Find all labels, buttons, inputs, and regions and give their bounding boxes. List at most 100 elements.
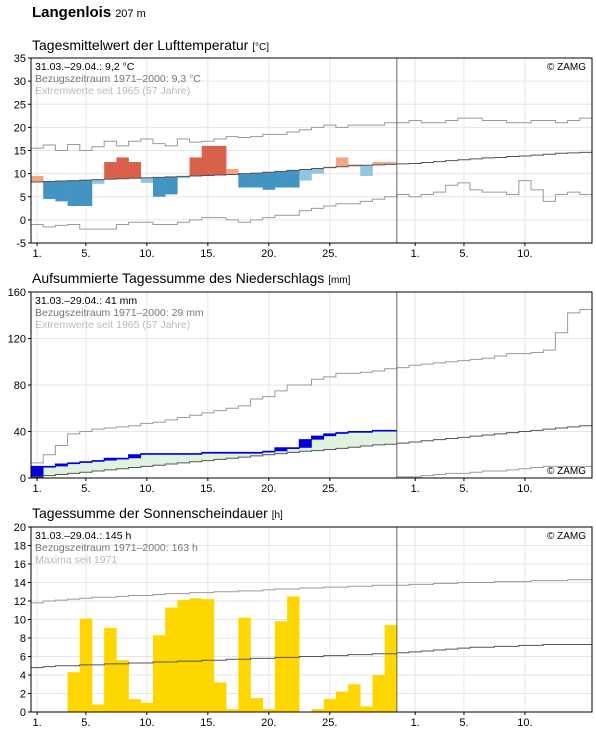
temperature-normal-line bbox=[31, 151, 592, 183]
precipitation-bar bbox=[67, 462, 81, 465]
sunshine-bar bbox=[348, 684, 361, 712]
sunshine-ytick-label: 2 bbox=[20, 689, 26, 701]
precipitation-accumulated-line bbox=[31, 429, 397, 467]
temperature-bar bbox=[287, 170, 300, 188]
precipitation-bar bbox=[335, 432, 349, 434]
precipitation-bar bbox=[55, 464, 68, 467]
precipitation-bar bbox=[262, 451, 276, 453]
precipitation-bar bbox=[140, 453, 154, 455]
sunshine-bar bbox=[67, 672, 81, 712]
precipitation-bar bbox=[201, 452, 215, 454]
precipitation-unit: [mm] bbox=[328, 275, 351, 286]
temperature-bar bbox=[55, 181, 68, 202]
temperature-bar bbox=[250, 173, 264, 188]
sunshine-xtick-label: 10. bbox=[517, 717, 532, 729]
temperature-xtick-label: 1. bbox=[411, 248, 420, 260]
sunshine-bar bbox=[360, 706, 373, 712]
precipitation-chart-title: Aufsummierte Tagessumme des Niederschlag… bbox=[32, 270, 350, 286]
temperature-xtick-label: 10. bbox=[517, 248, 532, 260]
sunshine-bar bbox=[152, 635, 166, 712]
precipitation-bar bbox=[91, 460, 105, 462]
precipitation-bar bbox=[43, 466, 56, 468]
sunshine-bar bbox=[128, 699, 142, 712]
sunshine-bar bbox=[189, 598, 203, 712]
sunshine-normal-line bbox=[31, 643, 592, 669]
precipitation-bar bbox=[299, 439, 312, 448]
sunshine-xtick-label: 20. bbox=[261, 717, 276, 729]
precipitation-bar bbox=[226, 452, 239, 454]
precipitation-info-line: Bezugszeitraum 1971–2000: 29 mm bbox=[35, 307, 204, 319]
precipitation-info-line: 31.03.–29.04.: 41 mm bbox=[35, 295, 137, 307]
temperature-bar bbox=[299, 169, 312, 181]
sunshine-ytick-label: 0 bbox=[20, 707, 26, 719]
precipitation-normal-line bbox=[31, 425, 592, 478]
temperature-ytick-label: 25 bbox=[14, 99, 26, 111]
sunshine-chart: 0 2 4 6 8 10 12 14 16 18 20 1. 5. 10. 15. 20. 25. 1. 5. 10.… bbox=[14, 522, 593, 729]
sunshine-bar bbox=[287, 596, 300, 712]
temperature-bar bbox=[226, 169, 239, 175]
temperature-bar bbox=[238, 173, 251, 188]
precipitation-xtick-label: 20. bbox=[261, 483, 276, 495]
sunshine-chart-title: Tagessumme der Sonnenscheindauer [h] bbox=[32, 505, 283, 521]
sunshine-bar bbox=[201, 599, 215, 712]
sunshine-bar bbox=[116, 660, 129, 712]
temperature-copyright: © ZAMG bbox=[547, 62, 586, 73]
precipitation-copyright: © ZAMG bbox=[547, 466, 586, 477]
temperature-info-line: 31.03.–29.04.: 9,2 °C bbox=[35, 61, 135, 73]
sunshine-bar bbox=[226, 709, 239, 712]
temperature-ytick-label: 15 bbox=[14, 146, 26, 158]
sunshine-xtick-label: 25. bbox=[322, 717, 337, 729]
precipitation-ytick-label: 120 bbox=[8, 334, 26, 346]
temperature-title-text: Tagesmittelwert der Lufttemperatur bbox=[32, 37, 249, 53]
temperature-ytick-label: 20 bbox=[14, 122, 26, 134]
temperature-bar bbox=[335, 157, 349, 167]
temperature-max-line bbox=[31, 117, 592, 151]
sunshine-xtick-label: 5. bbox=[459, 717, 468, 729]
sunshine-bar bbox=[250, 698, 264, 712]
temperature-ytick-label: 10 bbox=[14, 169, 26, 181]
sunshine-title-text: Tagessumme der Sonnenscheindauer bbox=[32, 505, 268, 521]
sunshine-info-line: 31.03.–29.04.: 145 h bbox=[35, 530, 131, 542]
temperature-min-line bbox=[31, 180, 592, 230]
temperature-bar bbox=[140, 177, 154, 183]
temperature-ytick-label: -5 bbox=[16, 238, 26, 250]
temperature-bar bbox=[165, 176, 178, 195]
precipitation-bar bbox=[348, 431, 361, 433]
sunshine-bar bbox=[262, 709, 276, 712]
temperature-bar bbox=[43, 181, 56, 200]
precipitation-ytick-label: 160 bbox=[8, 287, 26, 299]
sunshine-xtick-label: 1. bbox=[33, 717, 42, 729]
precipitation-xtick-label: 1. bbox=[411, 483, 420, 495]
precipitation-xtick-label: 15. bbox=[200, 483, 215, 495]
temperature-xtick-label: 5. bbox=[459, 248, 468, 260]
precipitation-bar bbox=[116, 458, 129, 460]
temperature-bar bbox=[360, 165, 373, 176]
temperature-chart: -5 0 5 10 15 20 25 30 35 1. 5. 10. 15. 20. 25. 1. 5. 10. 3… bbox=[14, 53, 593, 260]
precipitation-bar bbox=[238, 452, 251, 454]
sunshine-bar bbox=[384, 625, 398, 712]
sunshine-xtick-label: 1. bbox=[411, 717, 420, 729]
precipitation-xtick-label: 10. bbox=[517, 483, 532, 495]
precipitation-title-text: Aufsummierte Tagessumme des Niederschlag… bbox=[32, 270, 325, 286]
temperature-xtick-label: 10. bbox=[139, 248, 154, 260]
sunshine-ytick-label: 8 bbox=[20, 633, 26, 645]
precipitation-bar bbox=[311, 436, 324, 440]
sunshine-bar bbox=[274, 621, 288, 712]
station-name: Langenlois bbox=[32, 4, 112, 21]
sunshine-bar bbox=[335, 691, 349, 712]
temperature-bar bbox=[79, 180, 93, 206]
temperature-xtick-label: 15. bbox=[200, 248, 215, 260]
temperature-bar bbox=[31, 175, 44, 182]
precipitation-max-line bbox=[31, 308, 592, 464]
precipitation-bar bbox=[372, 430, 385, 432]
temperature-ytick-label: 0 bbox=[20, 215, 26, 227]
temperature-bar bbox=[384, 162, 398, 165]
temperature-bar bbox=[91, 179, 105, 184]
precipitation-bar bbox=[31, 466, 44, 478]
precipitation-info-line: Extremwerte seit 1965 (57 Jahre) bbox=[35, 319, 190, 331]
sunshine-max-line bbox=[31, 579, 592, 604]
sunshine-bar bbox=[104, 627, 117, 712]
sunshine-ytick-label: 16 bbox=[14, 559, 26, 571]
temperature-ytick-label: 5 bbox=[20, 192, 26, 204]
temperature-xtick-label: 25. bbox=[322, 248, 337, 260]
